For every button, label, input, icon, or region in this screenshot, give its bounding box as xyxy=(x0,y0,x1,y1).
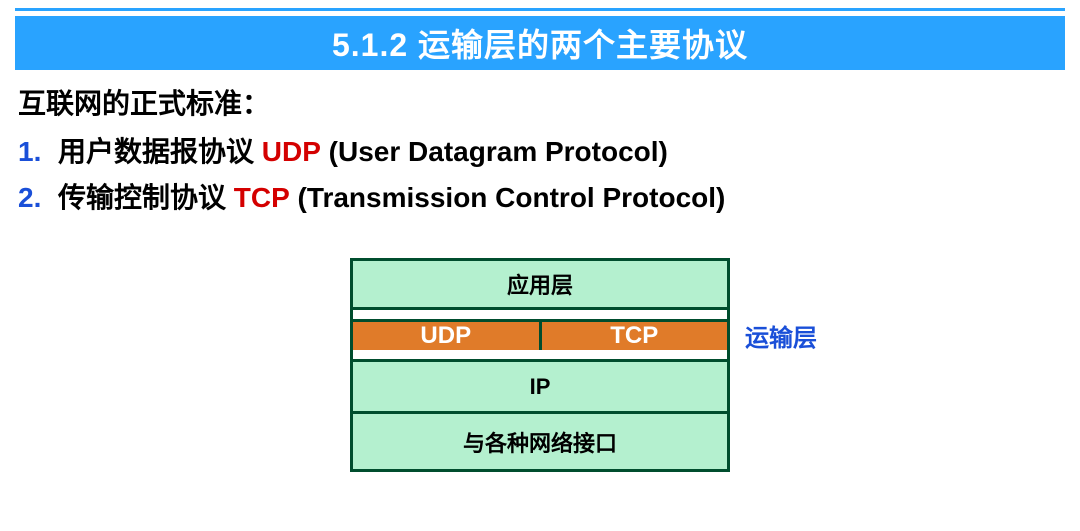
item-acronym: UDP xyxy=(262,136,321,168)
layer-application: 应用层 xyxy=(350,258,730,310)
diagram-container: 应用层 UDP TCP IP 与各种网络接口 运输层 xyxy=(0,258,1080,472)
layer-application-label: 应用层 xyxy=(507,268,573,300)
item-pre: 传输控制协议 xyxy=(58,176,234,216)
cell-tcp-label: TCP xyxy=(610,322,658,350)
layer-network: 与各种网络接口 xyxy=(350,414,730,472)
item-post: (Transmission Control Protocol) xyxy=(290,182,726,214)
content-area: 互联网的正式标准： 1. 用户数据报协议 UDP (User Datagram … xyxy=(18,82,1062,222)
layer-ip-label: IP xyxy=(530,374,551,400)
list-item: 2. 传输控制协议 TCP (Transmission Control Prot… xyxy=(18,176,1062,216)
section-title: 5.1.2 运输层的两个主要协议 xyxy=(332,20,748,66)
cell-tcp: TCP xyxy=(539,319,728,350)
cell-udp-label: UDP xyxy=(420,322,471,350)
protocol-list: 1. 用户数据报协议 UDP (User Datagram Protocol) … xyxy=(18,130,1062,216)
subtitle: 互联网的正式标准： xyxy=(18,82,1062,122)
layer-ip: IP xyxy=(350,362,730,414)
transport-side-label: 运输层 xyxy=(745,318,817,353)
item-post: (User Datagram Protocol) xyxy=(321,136,668,168)
item-number: 1. xyxy=(18,136,48,168)
section-title-bar: 5.1.2 运输层的两个主要协议 xyxy=(15,16,1065,70)
slide: 5.1.2 运输层的两个主要协议 互联网的正式标准： 1. 用户数据报协议 UD… xyxy=(0,0,1080,531)
network-stack-diagram: 应用层 UDP TCP IP 与各种网络接口 运输层 xyxy=(350,258,730,472)
item-acronym: TCP xyxy=(234,182,290,214)
cell-udp: UDP xyxy=(353,319,539,350)
item-pre: 用户数据报协议 xyxy=(58,130,262,170)
layer-transport: UDP TCP xyxy=(350,310,730,362)
layer-network-label: 与各种网络接口 xyxy=(463,426,617,458)
top-divider xyxy=(15,8,1065,11)
item-number: 2. xyxy=(18,182,48,214)
list-item: 1. 用户数据报协议 UDP (User Datagram Protocol) xyxy=(18,130,1062,170)
